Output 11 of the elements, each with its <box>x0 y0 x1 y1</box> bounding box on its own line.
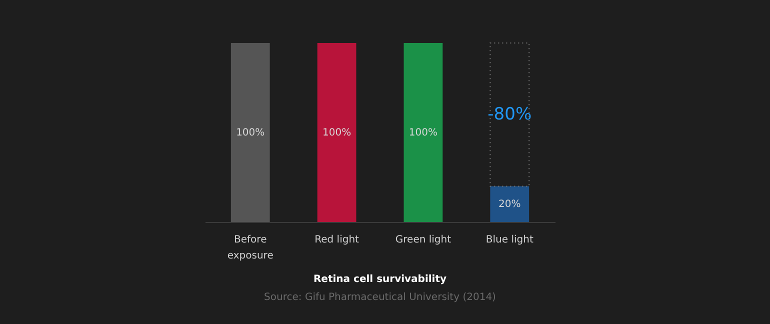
text: Retina cell survivability <box>313 274 447 285</box>
data-label: 100% <box>322 128 352 138</box>
data-label: 100% <box>408 128 438 138</box>
x-tick-label: Before exposure <box>227 234 274 262</box>
x-tick-label: Blue light <box>486 234 534 246</box>
x-tick-label: Green light <box>395 234 452 246</box>
data-label: 100% <box>236 128 265 138</box>
data-label: 20% <box>498 199 521 210</box>
text: Source: Gifu Pharmaceutical University (2014) <box>264 292 496 303</box>
x-tick-label: Red light <box>314 234 360 246</box>
annotation: -80% <box>488 104 532 125</box>
